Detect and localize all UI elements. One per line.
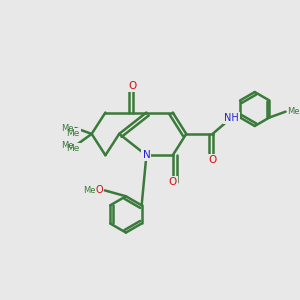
Text: Me: Me [67,129,80,138]
Text: Me: Me [61,141,74,150]
Text: Me: Me [287,107,299,116]
Text: O: O [128,81,137,91]
Text: O: O [96,185,104,195]
Text: O: O [208,155,217,165]
Text: O: O [169,177,177,187]
Text: NH: NH [224,113,239,123]
Text: Me: Me [61,124,74,133]
Text: N: N [142,150,150,160]
Text: Me: Me [67,144,80,153]
Text: Me: Me [83,186,96,195]
